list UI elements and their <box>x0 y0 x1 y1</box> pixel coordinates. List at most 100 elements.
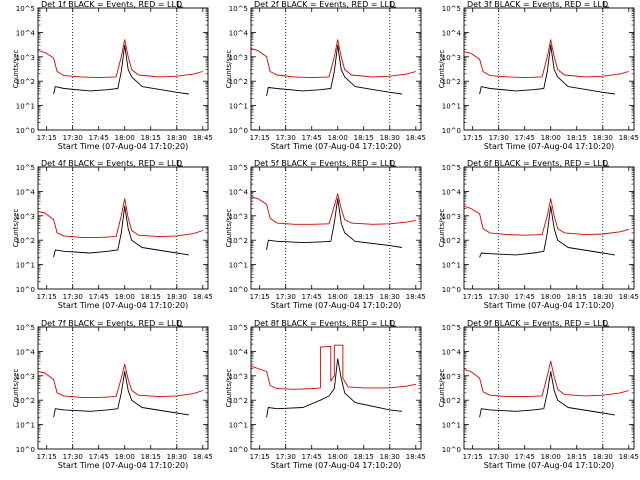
x-tick-label: 18:45 <box>193 134 213 142</box>
y-axis-label: Counts/sec <box>12 209 20 248</box>
x-tick-label: 17:30 <box>276 134 296 142</box>
panel-title: Det 6f BLACK = Events, RED = LLD <box>467 159 608 168</box>
panel-title: Det 2f BLACK = Events, RED = LLD <box>254 0 395 9</box>
y-tick-label: 10^5 <box>16 324 35 332</box>
y-tick-label: 10^5 <box>16 164 35 172</box>
lld-series-line <box>463 39 629 79</box>
y-tick-label: 10^2 <box>16 78 35 86</box>
x-tick-label: 18:15 <box>141 134 161 142</box>
y-tick-label: 10^1 <box>16 103 35 111</box>
y-tick-label: 10^1 <box>229 422 248 430</box>
x-tick-label: 18:00 <box>115 453 135 461</box>
y-tick-label: 10^0 <box>16 127 35 135</box>
panel-title: Det 9f BLACK = Events, RED = LLD <box>467 319 608 328</box>
x-axis-label: Start Time (07-Aug-04 17:10:20) <box>58 461 189 470</box>
x-tick-label: 18:45 <box>619 293 639 301</box>
x-tick-label: 18:00 <box>115 293 135 301</box>
plot-frame <box>463 326 635 450</box>
x-tick-label: 18:00 <box>541 453 561 461</box>
x-tick-label: 18:15 <box>354 293 374 301</box>
y-tick-label: 10^3 <box>16 54 35 62</box>
events-series-line <box>53 44 189 95</box>
y-tick-label: 10^2 <box>229 397 248 405</box>
panel-title: Det 5f BLACK = Events, RED = LLD <box>254 159 395 168</box>
y-tick-label: 10^1 <box>229 262 248 270</box>
y-tick-label: 10^1 <box>229 103 248 111</box>
x-tick-label: 18:00 <box>328 453 348 461</box>
corner-marker <box>603 1 609 8</box>
y-tick-label: 10^2 <box>229 237 248 245</box>
plot-frame <box>250 166 422 290</box>
plot-frame <box>250 7 422 131</box>
x-tick-label: 17:45 <box>302 134 322 142</box>
lld-series-line <box>37 198 203 238</box>
x-tick-label: 17:15 <box>37 134 57 142</box>
x-tick-label: 17:15 <box>37 453 57 461</box>
corner-marker <box>603 160 609 167</box>
x-tick-label: 18:30 <box>380 293 400 301</box>
plot-frame <box>37 7 209 131</box>
x-tick-label: 17:15 <box>463 293 483 301</box>
x-tick-label: 17:30 <box>63 134 83 142</box>
x-axis-label: Start Time (07-Aug-04 17:10:20) <box>484 461 615 470</box>
y-tick-label: 10^3 <box>229 373 248 381</box>
x-tick-label: 17:30 <box>276 453 296 461</box>
y-tick-label: 10^4 <box>229 188 249 196</box>
y-tick-label: 10^4 <box>16 29 36 37</box>
x-tick-label: 17:15 <box>250 293 270 301</box>
y-axis-label: Counts/sec <box>225 369 233 408</box>
y-tick-label: 10^1 <box>16 262 35 270</box>
x-tick-label: 18:00 <box>115 134 135 142</box>
lld-series-line <box>463 198 629 236</box>
y-tick-label: 10^3 <box>229 54 248 62</box>
x-tick-label: 18:30 <box>593 293 613 301</box>
x-tick-label: 18:30 <box>380 134 400 142</box>
x-tick-label: 17:45 <box>89 293 109 301</box>
y-tick-label: 10^4 <box>229 29 249 37</box>
x-tick-label: 17:15 <box>463 134 483 142</box>
x-tick-label: 17:45 <box>89 453 109 461</box>
events-series-line <box>479 205 615 258</box>
x-tick-label: 18:15 <box>567 134 587 142</box>
panel-title: Det 3f BLACK = Events, RED = LLD <box>467 0 608 9</box>
panel-title: Det 8f BLACK = Events, RED = LLD <box>254 319 395 328</box>
x-tick-label: 18:30 <box>380 453 400 461</box>
events-series-line <box>479 371 615 418</box>
x-axis-label: Start Time (07-Aug-04 17:10:20) <box>58 301 189 310</box>
y-tick-label: 10^2 <box>442 78 461 86</box>
detector-panel: Det 3f BLACK = Events, RED = LLD 17:15 17:… <box>438 0 639 151</box>
corner-marker <box>390 1 396 8</box>
y-tick-label: 10^4 <box>16 348 36 356</box>
y-tick-label: 10^0 <box>229 127 248 135</box>
detector-panel: Det 1f BLACK = Events, RED = LLD 17:15 17:… <box>12 0 213 151</box>
x-tick-label: 18:30 <box>593 134 613 142</box>
y-axis-label: Counts/sec <box>438 209 446 248</box>
x-tick-label: 18:00 <box>541 134 561 142</box>
y-axis-label: Counts/sec <box>225 50 233 89</box>
x-tick-label: 17:45 <box>302 453 322 461</box>
y-tick-label: 10^2 <box>229 78 248 86</box>
x-tick-label: 18:15 <box>567 293 587 301</box>
y-tick-label: 10^5 <box>16 5 35 13</box>
x-tick-label: 18:45 <box>406 453 426 461</box>
x-tick-label: 18:15 <box>141 293 161 301</box>
x-tick-label: 17:15 <box>250 453 270 461</box>
x-tick-label: 18:45 <box>193 453 213 461</box>
y-tick-label: 10^5 <box>229 164 248 172</box>
corner-marker <box>177 160 183 167</box>
y-axis-label: Counts/sec <box>12 50 20 89</box>
lld-series-line <box>37 363 203 398</box>
y-tick-label: 10^0 <box>442 446 461 454</box>
detector-panel: Det 7f BLACK = Events, RED = LLD 17:15 17:… <box>12 319 213 470</box>
y-tick-label: 10^0 <box>229 446 248 454</box>
lld-series-line <box>463 360 629 398</box>
x-axis-label: Start Time (07-Aug-04 17:10:20) <box>484 142 615 151</box>
y-tick-label: 10^2 <box>442 397 461 405</box>
corner-marker <box>390 160 396 167</box>
x-axis-label: Start Time (07-Aug-04 17:10:20) <box>484 301 615 310</box>
x-tick-label: 17:15 <box>250 134 270 142</box>
y-tick-label: 10^2 <box>16 237 35 245</box>
detector-panel: Det 9f BLACK = Events, RED = LLD 17:15 17:… <box>438 319 639 470</box>
corner-marker <box>390 320 396 327</box>
